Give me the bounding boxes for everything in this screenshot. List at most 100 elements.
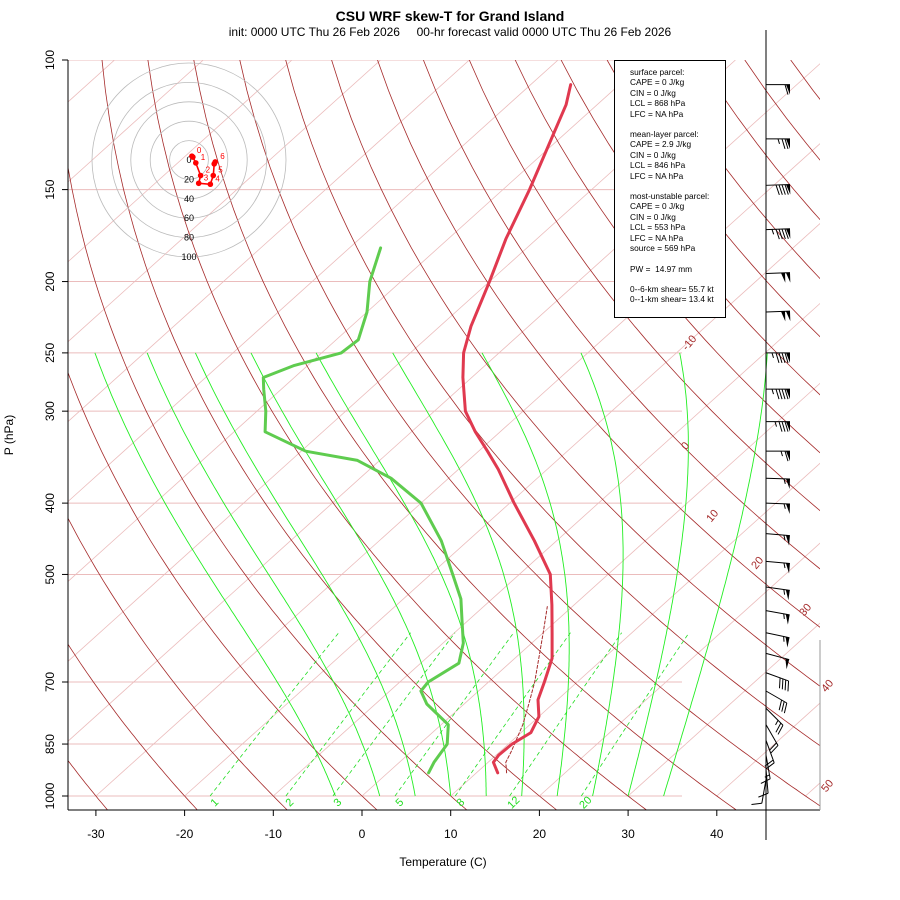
x-tick-label: 40 [710, 827, 724, 841]
dry-adiabat-line [68, 371, 378, 810]
mean-layer-parcel-cin: CIN = 0 J/kg [630, 149, 676, 160]
wind-barb-feather [778, 421, 783, 432]
isotherm-line [68, 60, 293, 263]
hodograph-ring [91, 62, 287, 258]
wind-barb-staff [765, 724, 779, 746]
hodograph-point [192, 160, 199, 166]
dry-adiabat-line [468, 60, 820, 512]
dry-adiabat-label: 50 [819, 778, 836, 795]
wind-barb-feather [777, 725, 784, 735]
y-axis-label: P (hPa) [2, 415, 16, 455]
mixing-ratio-label: 8 [454, 796, 467, 809]
wind-barb-staff [765, 740, 775, 763]
wind-barb [766, 450, 790, 462]
mean-layer-parcel-cape: CAPE = 2.9 J/kg [630, 139, 692, 150]
dry-adiabat-label: 40 [819, 678, 836, 695]
y-tick-label: 700 [43, 672, 57, 692]
dry-adiabat-line [423, 60, 820, 570]
wind-barb-feather [781, 138, 786, 150]
hodograph-point [207, 181, 214, 188]
hodograph-point [195, 180, 202, 187]
hodograph-point [212, 159, 218, 165]
hodograph-ring [130, 101, 248, 219]
wind-barb-flag [786, 84, 790, 95]
wind-barbs [751, 84, 791, 805]
mixing-ratio-label: 12 [505, 794, 522, 811]
isotherm-line [273, 302, 820, 797]
temperature-line [461, 83, 573, 775]
wind-barb-half-feather [775, 720, 779, 726]
wind-barb [766, 388, 790, 400]
isotherm-line [450, 462, 820, 797]
chart-title: CSU WRF skew-T for Grand Island [335, 8, 565, 24]
mixing-ratio-label: 3 [331, 796, 344, 809]
hodograph-point [210, 172, 217, 179]
dry-adiabat-line [790, 60, 820, 100]
wind-barb-feather [768, 742, 777, 751]
wind-barb-flag [785, 503, 790, 514]
wind-barb-flag [786, 421, 790, 432]
moist-adiabat-line [580, 352, 624, 797]
hodograph-height-label: 5 [218, 166, 223, 175]
wind-barb [766, 421, 790, 432]
wind-barb-half-feather [774, 421, 777, 427]
hodograph-ring [111, 82, 267, 238]
hodograph-height-label: 1 [201, 153, 206, 162]
wind-barb-flag [785, 184, 791, 195]
wind-barb [764, 740, 775, 770]
wind-barb [765, 724, 779, 754]
y-tick-label: 500 [43, 564, 57, 584]
hodograph-ring [169, 140, 209, 180]
isotherm-line [716, 702, 820, 797]
wind-barb-feather [775, 352, 780, 364]
wind-barb-flag [785, 636, 790, 648]
wind-barb-staff [765, 707, 784, 726]
wind-barb-feather [781, 388, 786, 400]
dry-adiabat-line [68, 643, 198, 810]
dewpoint-line [261, 246, 465, 775]
wind-barb [765, 477, 791, 490]
isotherm-line [68, 60, 559, 503]
mixing-ratio-line [209, 632, 340, 797]
wind-barb [765, 672, 790, 692]
x-tick-label: 30 [621, 827, 635, 841]
dry-adiabat-line [331, 60, 820, 687]
dry-adiabat-label: 30 [797, 602, 814, 619]
wind-barb-staff [765, 477, 791, 480]
wind-barb-flag [785, 563, 790, 574]
wind-barb-feather [784, 679, 787, 691]
mean-layer-parcel-lfc: LFC = NA hPa [630, 170, 684, 181]
dry-adiabat-label: -10 [680, 333, 699, 353]
surface-parcel-lcl: LCL = 868 hPa [630, 98, 686, 109]
most-unstable-parcel-cape: CAPE = 0 J/kg [630, 201, 685, 212]
dry-adiabat-line [239, 60, 820, 807]
x-tick-label: -10 [265, 827, 283, 841]
wind-barb-feather [784, 84, 789, 95]
wind-barb [765, 690, 788, 714]
moist-adiabat-line [627, 352, 689, 797]
wind-barb [765, 310, 791, 322]
wind-barb-flag [786, 389, 790, 400]
wind-barb-staff [765, 560, 790, 564]
dry-adiabat-line [560, 60, 820, 396]
parcel-info-box: surface parcel: CAPE = 0 J/kg CIN = 0 J/… [614, 60, 726, 318]
mixing-ratio-line [580, 632, 690, 797]
most-unstable-parcel-lcl: LCL = 553 hPa [630, 222, 686, 233]
wind-barb [766, 138, 790, 150]
hodograph-center-label: 0 [186, 155, 191, 165]
dry-adiabat-line [377, 60, 820, 628]
y-tick-label: 1000 [43, 782, 57, 809]
dry-adiabat-line [744, 60, 820, 161]
mean-layer-parcel-lcl: LCL = 846 hPa [630, 160, 686, 171]
wind-barb-feather [781, 184, 786, 195]
wind-barb [765, 707, 784, 735]
wind-barb-half-feather [783, 503, 786, 509]
wind-barb-half-feather [783, 613, 785, 620]
wind-barb-feather [784, 388, 789, 400]
wind-barb-feather [778, 228, 783, 240]
isotherm-line [68, 60, 648, 582]
mixing-ratio-label: 5 [393, 796, 406, 809]
wind-barb-feather [784, 352, 789, 364]
dry-adiabat-line [514, 60, 820, 454]
x-tick-label: 10 [444, 827, 458, 841]
